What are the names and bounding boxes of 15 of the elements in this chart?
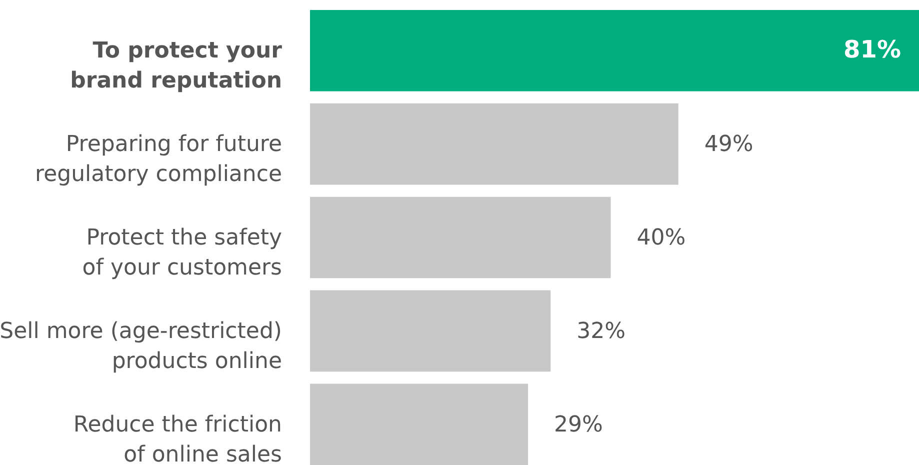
y-tick-label: To protect your brand reputation xyxy=(70,38,282,94)
y-tick-label: Reduce the friction of online sales xyxy=(73,412,282,465)
bar xyxy=(310,384,528,465)
data-label: 29% xyxy=(554,412,603,438)
bar xyxy=(310,10,919,92)
y-tick-label: Protect the safety of your customers xyxy=(82,226,282,280)
data-label: 49% xyxy=(704,132,754,158)
bar xyxy=(310,103,678,185)
y-tick-label: Sell more (age-restricted) products online xyxy=(0,318,282,374)
y-tick-label: Preparing for future regulatory compliance xyxy=(35,132,282,188)
data-label: 40% xyxy=(636,226,686,250)
bar xyxy=(310,290,551,372)
bar xyxy=(310,196,611,278)
data-label: 32% xyxy=(576,318,626,344)
data-label: 81% xyxy=(844,36,901,64)
